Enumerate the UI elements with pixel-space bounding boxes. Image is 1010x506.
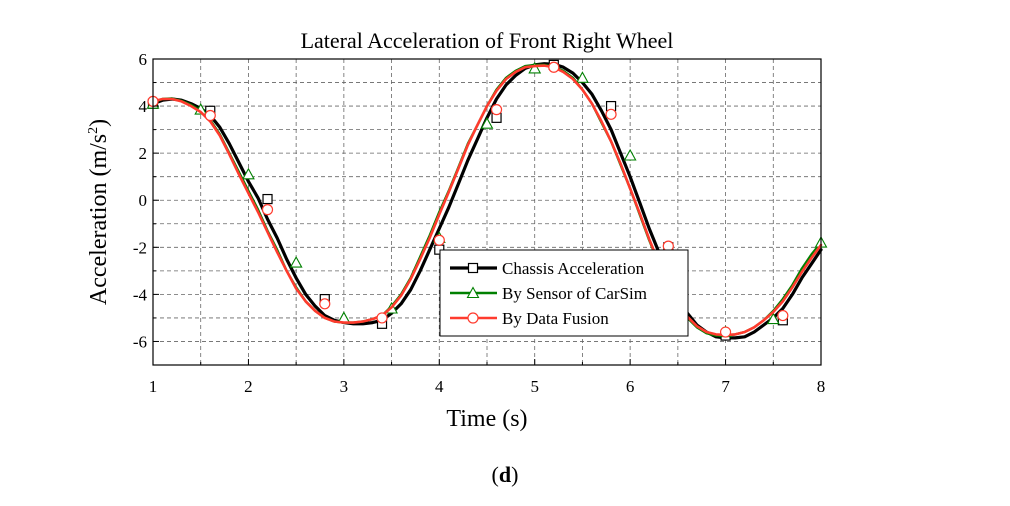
x-tick-label: 1 [149, 377, 158, 396]
legend-marker-sensor-carsim [466, 286, 480, 299]
x-tick-label: 5 [530, 377, 539, 396]
axis-ticks: 1 2 3 4 5 6 7 8 -6 -4 -2 0 2 4 6 [133, 50, 825, 396]
data-point-data-fusion [261, 204, 274, 216]
y-tick-label: 2 [139, 144, 148, 163]
y-axis-label: Acceleration (m/s2) [86, 119, 112, 305]
data-point-data-fusion [490, 104, 503, 116]
data-point-data-fusion [605, 108, 617, 120]
chart-title: Lateral Acceleration of Front Right Whee… [301, 28, 674, 53]
panel-label-close: ) [511, 462, 519, 487]
x-tick-label: 7 [721, 377, 730, 396]
panel-label-letter: d [498, 462, 512, 487]
y-axis-label-main: Acceleration (m/s [86, 134, 112, 305]
y-tick-label: 6 [139, 50, 148, 69]
x-axis-label: Time (s) [446, 406, 527, 432]
data-point-sensor-carsim [623, 148, 637, 161]
data-point-sensor-carsim [766, 312, 780, 325]
panel-label: (d) [0, 462, 1010, 488]
y-tick-label: 0 [139, 191, 148, 210]
legend-marker-data-fusion [467, 312, 479, 324]
data-point-sensor-carsim [289, 255, 303, 268]
x-tick-label: 4 [435, 377, 444, 396]
data-point-data-fusion [719, 326, 732, 338]
panel-label-open: ( [491, 462, 499, 487]
legend-label-chassis-acceleration: Chassis Acceleration [502, 259, 645, 278]
x-tick-label: 6 [626, 377, 635, 396]
legend-marker-chassis-acceleration [467, 262, 479, 274]
legend-label-data-fusion: By Data Fusion [502, 309, 609, 328]
y-axis-label-superscript: 2 [86, 127, 101, 134]
legend-label-sensor-carsim: By Sensor of CarSim [502, 284, 647, 303]
data-point-data-fusion [548, 61, 560, 73]
data-point-data-fusion [433, 234, 445, 246]
x-tick-label: 2 [244, 377, 253, 396]
y-tick-label: -4 [133, 285, 148, 304]
data-point-data-fusion [319, 298, 331, 310]
data-point-sensor-carsim [575, 71, 589, 83]
data-point-sensor-carsim [241, 167, 255, 180]
data-point-sensor-carsim [528, 61, 542, 74]
x-tick-label: 3 [340, 377, 349, 396]
x-tick-label: 8 [817, 377, 826, 396]
data-point-data-fusion [376, 312, 388, 324]
line-chart: Lateral Acceleration of Front Right Whee… [86, 28, 828, 432]
y-axis-label-close: ) [86, 119, 112, 127]
series-line-data-fusion [151, 64, 823, 337]
series-data-fusion [147, 61, 823, 338]
data-point-data-fusion [204, 109, 216, 122]
y-tick-label: -2 [133, 238, 147, 257]
data-point-chassis-acceleration [262, 193, 273, 205]
legend: Chassis Acceleration By Sensor of CarSim B… [439, 249, 689, 337]
data-point-sensor-carsim [480, 117, 494, 129]
y-tick-label: -6 [133, 332, 147, 351]
data-point-data-fusion [777, 309, 789, 322]
y-tick-label: 4 [139, 97, 148, 116]
